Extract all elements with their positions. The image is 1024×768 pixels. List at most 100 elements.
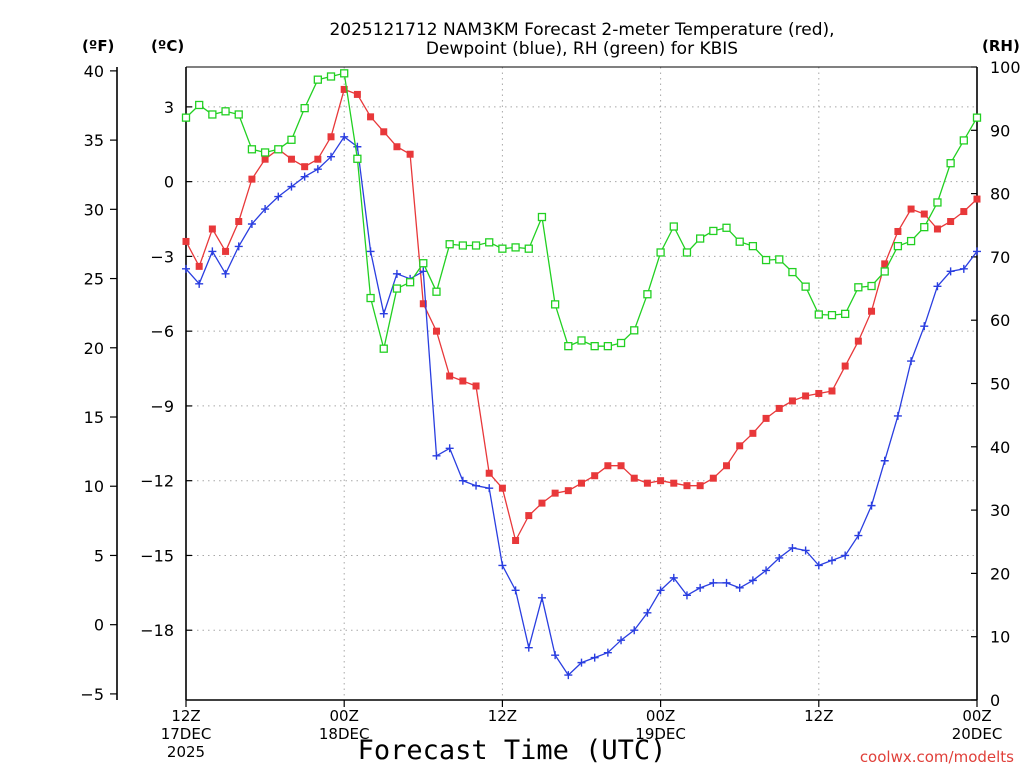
dewpoint-point (617, 636, 626, 645)
rh-tick-label: 70 (990, 248, 1010, 267)
rh-tick-label: 10 (990, 628, 1010, 647)
rh-point (353, 154, 362, 163)
temperature-point (723, 462, 731, 470)
rh-point (709, 226, 718, 236)
dewpoint-point (261, 205, 270, 214)
rh-point (682, 248, 692, 257)
dewpoint-point (432, 451, 441, 460)
dewpoint-point (827, 556, 836, 565)
dewpoint-point (893, 411, 902, 420)
temperature-point (788, 397, 796, 405)
rh-point (181, 113, 191, 122)
x-tick-label: 12Z (488, 707, 517, 725)
rh-point (590, 342, 599, 351)
temperature-point (802, 392, 810, 400)
temperature-point (947, 218, 955, 226)
dewpoint-point (577, 658, 586, 667)
rh-point (906, 236, 916, 246)
rh-point (880, 267, 889, 276)
temperature-point (235, 218, 243, 226)
fahrenheit-tick-label: 40 (84, 62, 104, 81)
celsius-tick-label: −15 (140, 546, 174, 565)
temperature-point (933, 225, 941, 233)
temperature-point (432, 327, 440, 335)
temperature-point (419, 300, 427, 308)
temperature-point (630, 474, 638, 482)
temperature-point (709, 474, 717, 482)
x-tick-label: 20DEC (952, 725, 1003, 743)
rh-point (405, 278, 415, 287)
temperature-point (498, 484, 506, 492)
temperature-point (960, 208, 968, 216)
rh-point (300, 103, 309, 113)
temperature-point (868, 307, 876, 315)
rh-point (458, 241, 468, 250)
rh-point (432, 287, 441, 296)
temperature-point (973, 195, 981, 203)
dewpoint-point (182, 264, 190, 273)
temperature-point (459, 377, 467, 385)
rh-point (603, 342, 613, 351)
temperature-point (775, 404, 783, 412)
fahrenheit-tick-label: 5 (94, 546, 104, 565)
rh-point (537, 212, 547, 222)
dewpoint-point (208, 247, 217, 256)
rh-point (471, 241, 481, 250)
rh-point (511, 243, 520, 252)
rh-point (485, 238, 494, 247)
dewpoint-point (973, 247, 981, 256)
temperature-point (512, 537, 520, 545)
dewpoint-point (221, 269, 230, 278)
fahrenheit-tick-label: 25 (84, 270, 104, 289)
celsius-tick-label: −18 (140, 621, 174, 640)
dewpoint-point (498, 561, 507, 570)
temperature-point (393, 143, 401, 151)
dewpoint-point (709, 578, 718, 587)
rh-point (445, 240, 454, 249)
dewpoint-point (379, 309, 388, 318)
celsius-tick-label: −12 (140, 472, 174, 491)
rh-point (735, 237, 744, 246)
credit-text: coolwx.com/modelts (860, 748, 1014, 766)
temperature-point (683, 482, 691, 490)
fahrenheit-unit-label: (ºF) (82, 37, 114, 55)
x-tick-label: 19DEC (635, 725, 686, 743)
rh-point (854, 283, 863, 292)
dewpoint-point (603, 648, 612, 657)
rh-point (801, 282, 810, 291)
axes: 30−3−6−9−12−15−184035302520151050−510090… (80, 58, 1020, 761)
temperature-point (591, 472, 599, 480)
x-tick-label: 2025 (167, 743, 205, 761)
rh-point (287, 135, 296, 144)
dewpoint-point (682, 591, 691, 600)
rh-point (234, 110, 243, 119)
dewpoint-point (880, 456, 889, 465)
rh-tick-label: 80 (990, 185, 1010, 204)
rh-point (893, 241, 903, 251)
rh-point (366, 293, 375, 303)
temperature-point (749, 429, 757, 437)
dewpoint-point (590, 653, 599, 662)
dewpoint-point (313, 165, 322, 174)
rh-point (696, 234, 705, 243)
x-tick-label: 18DEC (319, 725, 370, 743)
dewpoint-point (762, 566, 771, 575)
dewpoint-point (524, 643, 533, 652)
rh-point (630, 326, 639, 335)
temperature-point (854, 337, 862, 345)
temperature-point (353, 90, 361, 98)
rh-point (972, 113, 982, 122)
rh-point (959, 136, 968, 145)
dewpoint-point (551, 651, 560, 660)
dewpoint-point (287, 182, 296, 191)
dewpoint-point (946, 267, 955, 276)
series-line (185, 88, 978, 543)
rh-point (247, 145, 257, 154)
celsius-unit-label: (ºC) (151, 37, 184, 55)
temperature-point (472, 382, 480, 390)
rh-point (392, 284, 402, 293)
rh-point (814, 310, 823, 319)
temperature-point (314, 155, 322, 163)
dewpoint-point (458, 476, 467, 485)
temperature-point (815, 389, 823, 397)
